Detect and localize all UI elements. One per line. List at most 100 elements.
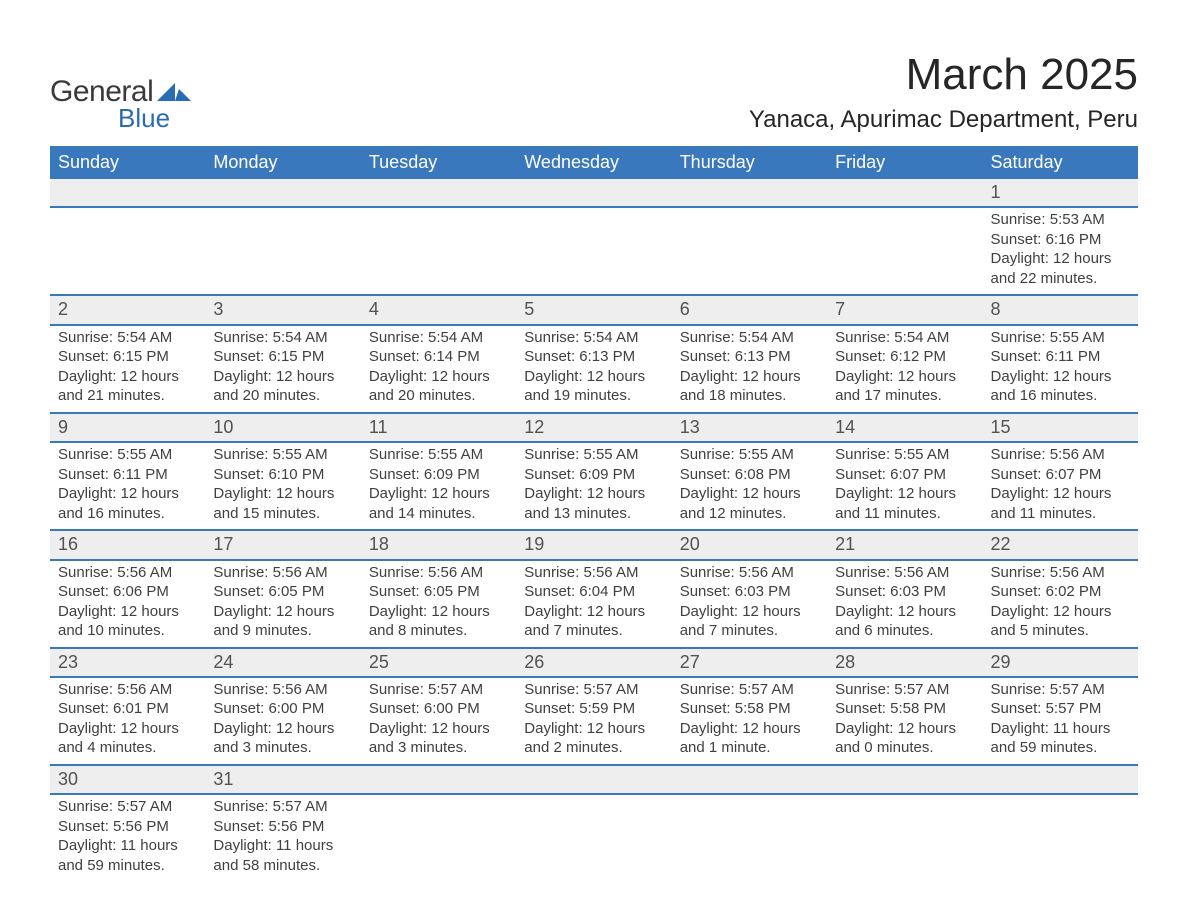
sunrise-text: Sunrise: 5:55 AM	[991, 328, 1130, 348]
day-cell: Sunrise: 5:56 AMSunset: 6:02 PMDaylight:…	[983, 560, 1138, 648]
daylight-text: Daylight: 12 hours and 7 minutes.	[524, 602, 663, 641]
sunrise-text: Sunrise: 5:55 AM	[369, 445, 508, 465]
day-number	[983, 765, 1138, 794]
day-number	[827, 179, 982, 207]
daylight-text: Daylight: 12 hours and 9 minutes.	[213, 602, 352, 641]
day-number: 19	[516, 530, 671, 559]
day-number: 9	[50, 413, 205, 442]
day-number: 6	[672, 295, 827, 324]
day-content-row: Sunrise: 5:57 AMSunset: 5:56 PMDaylight:…	[50, 794, 1138, 881]
sunset-text: Sunset: 6:04 PM	[524, 582, 663, 602]
weekday-header-row: Sunday Monday Tuesday Wednesday Thursday…	[50, 146, 1138, 179]
day-number: 21	[827, 530, 982, 559]
day-cell: Sunrise: 5:56 AMSunset: 6:01 PMDaylight:…	[50, 677, 205, 765]
day-number-row: 9101112131415	[50, 413, 1138, 442]
day-cell: Sunrise: 5:54 AMSunset: 6:15 PMDaylight:…	[205, 325, 360, 413]
daylight-text: Daylight: 12 hours and 6 minutes.	[835, 602, 974, 641]
day-number: 16	[50, 530, 205, 559]
day-number: 15	[983, 413, 1138, 442]
sunset-text: Sunset: 6:03 PM	[835, 582, 974, 602]
sunset-text: Sunset: 6:12 PM	[835, 347, 974, 367]
sunset-text: Sunset: 5:56 PM	[213, 817, 352, 837]
day-number-row: 1	[50, 179, 1138, 207]
sunset-text: Sunset: 6:05 PM	[369, 582, 508, 602]
sunset-text: Sunset: 6:07 PM	[835, 465, 974, 485]
day-number-row: 23242526272829	[50, 648, 1138, 677]
sunrise-text: Sunrise: 5:55 AM	[524, 445, 663, 465]
sunrise-text: Sunrise: 5:56 AM	[213, 563, 352, 583]
day-cell: Sunrise: 5:56 AMSunset: 6:07 PMDaylight:…	[983, 442, 1138, 530]
sunrise-text: Sunrise: 5:54 AM	[369, 328, 508, 348]
day-cell: Sunrise: 5:54 AMSunset: 6:15 PMDaylight:…	[50, 325, 205, 413]
sunrise-text: Sunrise: 5:56 AM	[369, 563, 508, 583]
day-number: 11	[361, 413, 516, 442]
day-cell: Sunrise: 5:55 AMSunset: 6:07 PMDaylight:…	[827, 442, 982, 530]
day-number	[827, 765, 982, 794]
day-cell: Sunrise: 5:55 AMSunset: 6:08 PMDaylight:…	[672, 442, 827, 530]
sunset-text: Sunset: 6:09 PM	[524, 465, 663, 485]
day-number-row: 3031	[50, 765, 1138, 794]
sunset-text: Sunset: 6:15 PM	[58, 347, 197, 367]
sunset-text: Sunset: 6:13 PM	[680, 347, 819, 367]
sunrise-text: Sunrise: 5:57 AM	[991, 680, 1130, 700]
day-cell	[672, 794, 827, 881]
day-cell: Sunrise: 5:56 AMSunset: 6:00 PMDaylight:…	[205, 677, 360, 765]
daylight-text: Daylight: 12 hours and 15 minutes.	[213, 484, 352, 523]
day-cell: Sunrise: 5:57 AMSunset: 6:00 PMDaylight:…	[361, 677, 516, 765]
daylight-text: Daylight: 11 hours and 59 minutes.	[991, 719, 1130, 758]
location: Yanaca, Apurimac Department, Peru	[749, 106, 1138, 134]
daylight-text: Daylight: 12 hours and 16 minutes.	[58, 484, 197, 523]
sunset-text: Sunset: 6:15 PM	[213, 347, 352, 367]
day-number: 7	[827, 295, 982, 324]
sunset-text: Sunset: 6:11 PM	[991, 347, 1130, 367]
daylight-text: Daylight: 12 hours and 5 minutes.	[991, 602, 1130, 641]
sunset-text: Sunset: 6:16 PM	[991, 230, 1130, 250]
day-cell: Sunrise: 5:55 AMSunset: 6:09 PMDaylight:…	[516, 442, 671, 530]
day-number: 30	[50, 765, 205, 794]
day-number: 10	[205, 413, 360, 442]
weekday-header: Monday	[205, 146, 360, 179]
sunset-text: Sunset: 6:00 PM	[369, 699, 508, 719]
day-cell: Sunrise: 5:54 AMSunset: 6:12 PMDaylight:…	[827, 325, 982, 413]
weekday-header: Friday	[827, 146, 982, 179]
daylight-text: Daylight: 12 hours and 1 minute.	[680, 719, 819, 758]
day-content-row: Sunrise: 5:53 AMSunset: 6:16 PMDaylight:…	[50, 207, 1138, 295]
sunrise-text: Sunrise: 5:57 AM	[213, 797, 352, 817]
sunrise-text: Sunrise: 5:54 AM	[58, 328, 197, 348]
day-number: 1	[983, 179, 1138, 207]
sunrise-text: Sunrise: 5:55 AM	[680, 445, 819, 465]
day-content-row: Sunrise: 5:56 AMSunset: 6:01 PMDaylight:…	[50, 677, 1138, 765]
sunrise-text: Sunrise: 5:54 AM	[213, 328, 352, 348]
day-cell	[361, 207, 516, 295]
day-cell: Sunrise: 5:57 AMSunset: 5:59 PMDaylight:…	[516, 677, 671, 765]
day-cell: Sunrise: 5:55 AMSunset: 6:10 PMDaylight:…	[205, 442, 360, 530]
day-cell	[205, 207, 360, 295]
daylight-text: Daylight: 12 hours and 17 minutes.	[835, 367, 974, 406]
daylight-text: Daylight: 12 hours and 20 minutes.	[369, 367, 508, 406]
daylight-text: Daylight: 12 hours and 16 minutes.	[991, 367, 1130, 406]
sunset-text: Sunset: 5:59 PM	[524, 699, 663, 719]
sunset-text: Sunset: 5:58 PM	[835, 699, 974, 719]
daylight-text: Daylight: 12 hours and 19 minutes.	[524, 367, 663, 406]
sunrise-text: Sunrise: 5:56 AM	[213, 680, 352, 700]
day-number: 3	[205, 295, 360, 324]
daylight-text: Daylight: 12 hours and 0 minutes.	[835, 719, 974, 758]
daylight-text: Daylight: 12 hours and 18 minutes.	[680, 367, 819, 406]
day-cell	[672, 207, 827, 295]
day-cell	[516, 794, 671, 881]
day-cell: Sunrise: 5:54 AMSunset: 6:14 PMDaylight:…	[361, 325, 516, 413]
day-cell: Sunrise: 5:56 AMSunset: 6:05 PMDaylight:…	[205, 560, 360, 648]
sunset-text: Sunset: 5:56 PM	[58, 817, 197, 837]
sunrise-text: Sunrise: 5:56 AM	[524, 563, 663, 583]
day-cell: Sunrise: 5:57 AMSunset: 5:57 PMDaylight:…	[983, 677, 1138, 765]
day-number	[361, 765, 516, 794]
daylight-text: Daylight: 12 hours and 10 minutes.	[58, 602, 197, 641]
sunrise-text: Sunrise: 5:53 AM	[991, 210, 1130, 230]
calendar-table: Sunday Monday Tuesday Wednesday Thursday…	[50, 146, 1138, 881]
day-cell: Sunrise: 5:56 AMSunset: 6:05 PMDaylight:…	[361, 560, 516, 648]
daylight-text: Daylight: 12 hours and 4 minutes.	[58, 719, 197, 758]
day-cell: Sunrise: 5:57 AMSunset: 5:58 PMDaylight:…	[672, 677, 827, 765]
day-cell: Sunrise: 5:55 AMSunset: 6:11 PMDaylight:…	[50, 442, 205, 530]
sunrise-text: Sunrise: 5:56 AM	[835, 563, 974, 583]
day-number: 4	[361, 295, 516, 324]
